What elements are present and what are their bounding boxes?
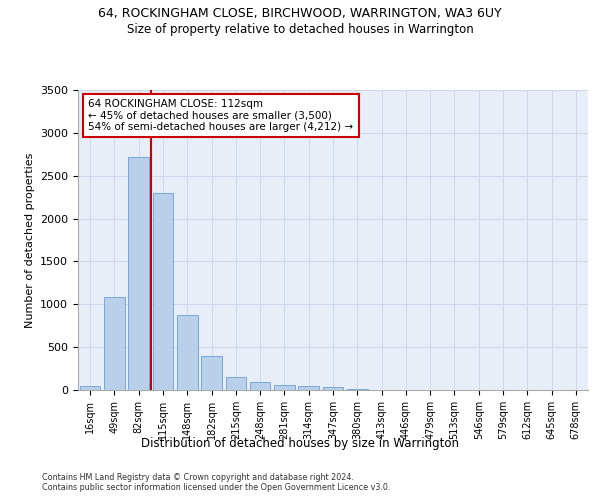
Bar <box>80 386 100 390</box>
Bar <box>323 388 343 390</box>
Text: 64 ROCKINGHAM CLOSE: 112sqm
← 45% of detached houses are smaller (3,500)
54% of : 64 ROCKINGHAM CLOSE: 112sqm ← 45% of det… <box>88 99 353 132</box>
Bar <box>152 193 173 390</box>
Bar <box>177 314 197 390</box>
Bar <box>347 389 368 390</box>
Text: 64, ROCKINGHAM CLOSE, BIRCHWOOD, WARRINGTON, WA3 6UY: 64, ROCKINGHAM CLOSE, BIRCHWOOD, WARRING… <box>98 8 502 20</box>
Text: Distribution of detached houses by size in Warrington: Distribution of detached houses by size … <box>141 438 459 450</box>
Bar <box>298 386 319 390</box>
Y-axis label: Number of detached properties: Number of detached properties <box>25 152 35 328</box>
Bar <box>201 356 222 390</box>
Text: Size of property relative to detached houses in Warrington: Size of property relative to detached ho… <box>127 22 473 36</box>
Bar <box>128 157 149 390</box>
Text: Contains public sector information licensed under the Open Government Licence v3: Contains public sector information licen… <box>42 484 391 492</box>
Bar <box>250 382 271 390</box>
Bar <box>226 376 246 390</box>
Bar <box>274 386 295 390</box>
Bar <box>104 298 125 390</box>
Text: Contains HM Land Registry data © Crown copyright and database right 2024.: Contains HM Land Registry data © Crown c… <box>42 472 354 482</box>
